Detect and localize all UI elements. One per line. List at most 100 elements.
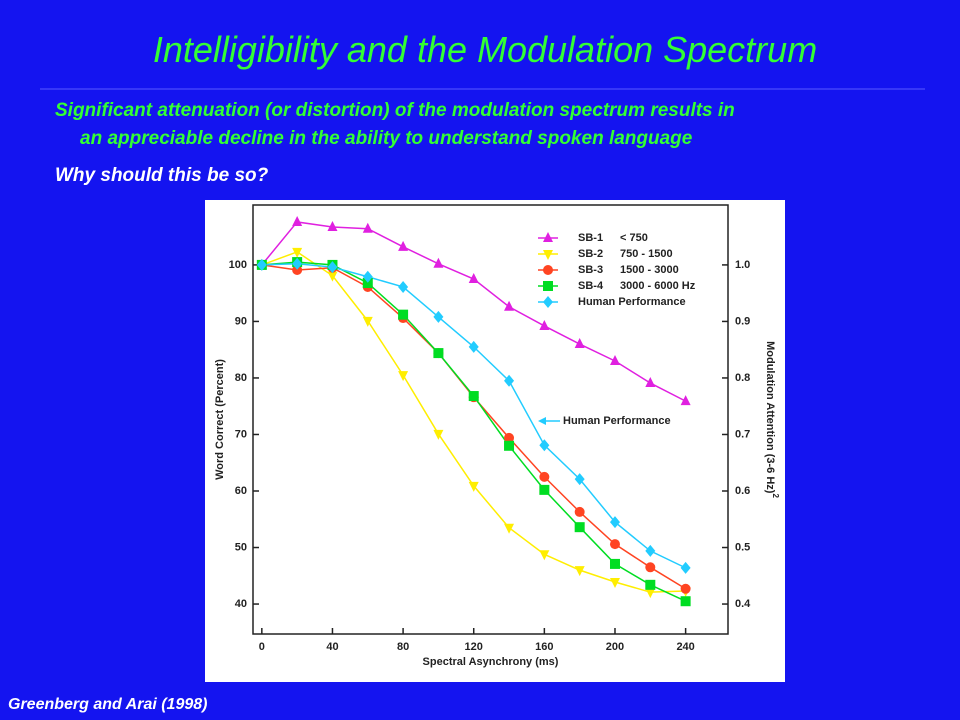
marker — [292, 215, 303, 226]
legend-label: SB-2 — [578, 248, 603, 260]
marker — [574, 566, 585, 577]
y-tick-label: 70 — [235, 428, 247, 440]
legend-marker — [543, 232, 553, 242]
marker — [256, 258, 267, 271]
y2-axis-label: Modulation Attention (3-6 Hz)2 — [764, 341, 780, 498]
marker — [468, 481, 479, 492]
marker — [504, 432, 515, 443]
marker — [645, 588, 656, 599]
y-tick-label: 100 — [229, 259, 247, 271]
chart: 0 40 80 120 160 200 240 40 50 60 70 80 90 100 0.4 0.5 0.… — [214, 215, 780, 668]
legend-marker — [543, 281, 553, 291]
chart-panel — [205, 200, 785, 682]
marker — [645, 562, 656, 573]
marker — [680, 583, 691, 594]
x-tick-label: 120 — [465, 641, 483, 653]
citation: Greenberg and Arai (1998) — [8, 696, 207, 713]
marker — [398, 280, 409, 293]
marker — [574, 522, 585, 533]
y2-axis-label-sup: 2 — [771, 493, 780, 498]
marker — [327, 221, 338, 232]
marker — [292, 257, 303, 270]
x-tick-label: 160 — [535, 641, 553, 653]
x-tick-label: 240 — [676, 641, 694, 653]
legend-label: Human Performance — [578, 296, 686, 308]
x-tick-label: 0 — [259, 641, 265, 653]
y2-tick-label: 0.5 — [735, 541, 750, 553]
legend-label: SB-4 — [578, 280, 604, 292]
marker — [292, 247, 303, 258]
marker — [504, 440, 515, 451]
bullet: Significant attenuation (or distortion) … — [55, 100, 735, 121]
marker — [292, 265, 303, 275]
plot-frame — [252, 204, 729, 635]
marker — [680, 596, 691, 607]
x-tick-label: 200 — [606, 641, 624, 653]
slide-title: Intelligibility and the Modulation Spect… — [153, 29, 817, 70]
marker — [398, 240, 409, 251]
y2-tick-label: 0.9 — [735, 315, 750, 327]
y-tick-label: 60 — [235, 485, 247, 497]
legend-marker — [543, 250, 553, 260]
marker — [645, 377, 656, 388]
y-tick-label: 50 — [235, 541, 247, 553]
y-tick-label: 90 — [235, 315, 247, 327]
marker — [680, 395, 691, 406]
y2-tick-label: 0.4 — [735, 598, 751, 610]
legend-label: SB-3 — [578, 264, 603, 276]
marker — [362, 278, 373, 288]
marker — [574, 473, 585, 486]
marker — [539, 550, 550, 561]
y-axis-label: Word Correct (Percent) — [214, 359, 226, 480]
legend-band: 750 - 1500 — [620, 248, 673, 260]
legend-band: < 750 — [620, 232, 648, 244]
marker — [574, 506, 585, 517]
marker — [609, 578, 620, 588]
y2-tick-label: 1.0 — [735, 259, 750, 271]
marker — [539, 439, 550, 452]
marker — [433, 429, 444, 440]
marker — [539, 319, 550, 330]
bullet: an appreciable decline in the ability to… — [80, 128, 693, 149]
marker — [645, 544, 656, 557]
legend-band: 3000 - 6000 Hz — [620, 280, 696, 292]
marker — [645, 579, 656, 590]
x-axis-label: Spectral Asynchrony (ms) — [423, 656, 559, 668]
marker — [609, 355, 620, 365]
annotation-arrowhead — [538, 417, 546, 425]
legend-band: 1500 - 3000 — [620, 264, 679, 276]
annotation: Human Performance — [563, 415, 671, 427]
marker — [468, 391, 479, 402]
y-tick-label: 40 — [235, 598, 247, 610]
marker — [468, 340, 479, 353]
marker — [398, 309, 409, 320]
marker — [680, 561, 691, 574]
marker — [398, 371, 409, 382]
legend-marker — [543, 296, 553, 308]
marker — [433, 348, 444, 359]
marker — [362, 270, 373, 283]
marker — [327, 261, 338, 274]
marker — [609, 558, 620, 569]
marker — [539, 471, 550, 482]
y-tick-label: 80 — [235, 372, 247, 384]
marker — [539, 484, 550, 495]
y2-tick-label: 0.6 — [735, 485, 750, 497]
marker — [504, 374, 515, 387]
marker — [609, 539, 620, 550]
bullet: Why should this be so? — [55, 165, 269, 186]
y2-tick-label: 0.7 — [735, 428, 750, 440]
marker — [574, 338, 585, 349]
y2-axis-label-text: Modulation Attention (3-6 Hz) — [764, 341, 776, 494]
marker — [327, 271, 338, 282]
x-tick-label: 40 — [326, 641, 338, 653]
marker — [362, 316, 373, 327]
x-tick-label: 80 — [397, 641, 409, 653]
marker — [504, 300, 515, 311]
marker — [468, 273, 479, 284]
marker — [609, 516, 620, 529]
marker — [362, 222, 373, 233]
marker — [433, 310, 444, 323]
